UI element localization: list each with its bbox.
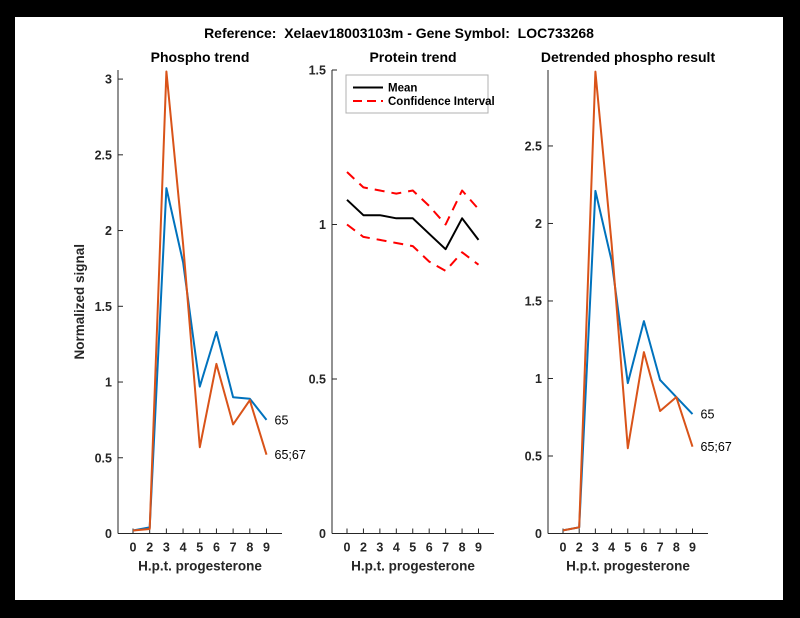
legend-entry-label: Confidence Interval <box>388 96 495 108</box>
panel-title: Protein trend <box>369 49 456 65</box>
y-axis-label: Normalized signal <box>72 244 87 360</box>
y-tick-label: 1 <box>105 376 112 390</box>
figure-background <box>15 17 783 600</box>
y-tick-label: 2 <box>535 217 542 231</box>
x-axis-label: H.p.t. progesterone <box>138 559 262 574</box>
series-line-Mean <box>346 199 480 251</box>
x-tick-label: 8 <box>673 541 680 555</box>
figure-title: Reference: Xelaev18003103m - Gene Symbol… <box>204 25 594 41</box>
y-tick-label: 3 <box>105 73 112 87</box>
x-tick-label: 3 <box>163 541 170 555</box>
series-line-65;67 <box>562 70 694 532</box>
x-tick-label: 6 <box>426 541 433 555</box>
x-tick-label: 3 <box>376 541 383 555</box>
y-tick-label: 0 <box>319 527 326 541</box>
y-tick-label: 2.5 <box>525 139 542 153</box>
series-line-65 <box>132 187 268 532</box>
x-tick-label: 0 <box>130 541 137 555</box>
y-tick-label: 2.5 <box>95 148 112 162</box>
panel-title: Detrended phospho result <box>541 49 716 65</box>
x-tick-label: 3 <box>592 541 599 555</box>
x-tick-label: 8 <box>246 541 253 555</box>
series-end-label: 65 <box>701 408 715 422</box>
x-axis-label: H.p.t. progesterone <box>351 559 475 574</box>
y-tick-label: 1 <box>319 218 326 232</box>
series-end-label: 65;67 <box>275 448 306 462</box>
y-tick-label: 1.5 <box>309 64 326 78</box>
x-tick-label: 5 <box>196 541 203 555</box>
y-tick-label: 0.5 <box>525 449 542 463</box>
x-axis-label: H.p.t. progesterone <box>566 559 690 574</box>
x-tick-label: 7 <box>230 541 237 555</box>
panel-title: Phospho trend <box>151 49 250 65</box>
x-tick-label: 4 <box>608 541 615 555</box>
x-tick-label: 8 <box>459 541 466 555</box>
x-tick-label: 2 <box>146 541 153 555</box>
x-tick-label: 5 <box>409 541 416 555</box>
x-tick-label: 0 <box>344 541 351 555</box>
x-tick-label: 0 <box>560 541 567 555</box>
x-tick-label: 7 <box>442 541 449 555</box>
legend-box <box>345 74 489 114</box>
x-tick-label: 6 <box>213 541 220 555</box>
x-tick-label: 9 <box>475 541 482 555</box>
series-line-Confidence-Interval-lower <box>346 223 480 272</box>
x-tick-label: 4 <box>180 541 187 555</box>
x-tick-label: 4 <box>393 541 400 555</box>
series-line-65;67 <box>132 70 268 532</box>
x-tick-label: 9 <box>263 541 270 555</box>
x-tick-label: 7 <box>657 541 664 555</box>
series-line-65 <box>562 189 694 532</box>
y-tick-label: 0.5 <box>95 451 112 465</box>
y-tick-label: 1.5 <box>95 300 112 314</box>
x-tick-label: 5 <box>624 541 631 555</box>
y-tick-label: 2 <box>105 224 112 238</box>
series-line-Confidence-Interval-upper <box>346 171 480 226</box>
series-end-label: 65 <box>275 413 289 427</box>
y-tick-label: 0.5 <box>309 373 326 387</box>
x-tick-label: 6 <box>640 541 647 555</box>
x-tick-label: 9 <box>689 541 696 555</box>
legend-entry-label: Mean <box>388 83 417 95</box>
x-tick-label: 2 <box>576 541 583 555</box>
y-tick-label: 1 <box>535 372 542 386</box>
series-end-label: 65;67 <box>701 440 732 454</box>
y-tick-label: 0 <box>105 527 112 541</box>
x-tick-label: 2 <box>360 541 367 555</box>
y-tick-label: 1.5 <box>525 294 542 308</box>
y-tick-label: 0 <box>535 527 542 541</box>
